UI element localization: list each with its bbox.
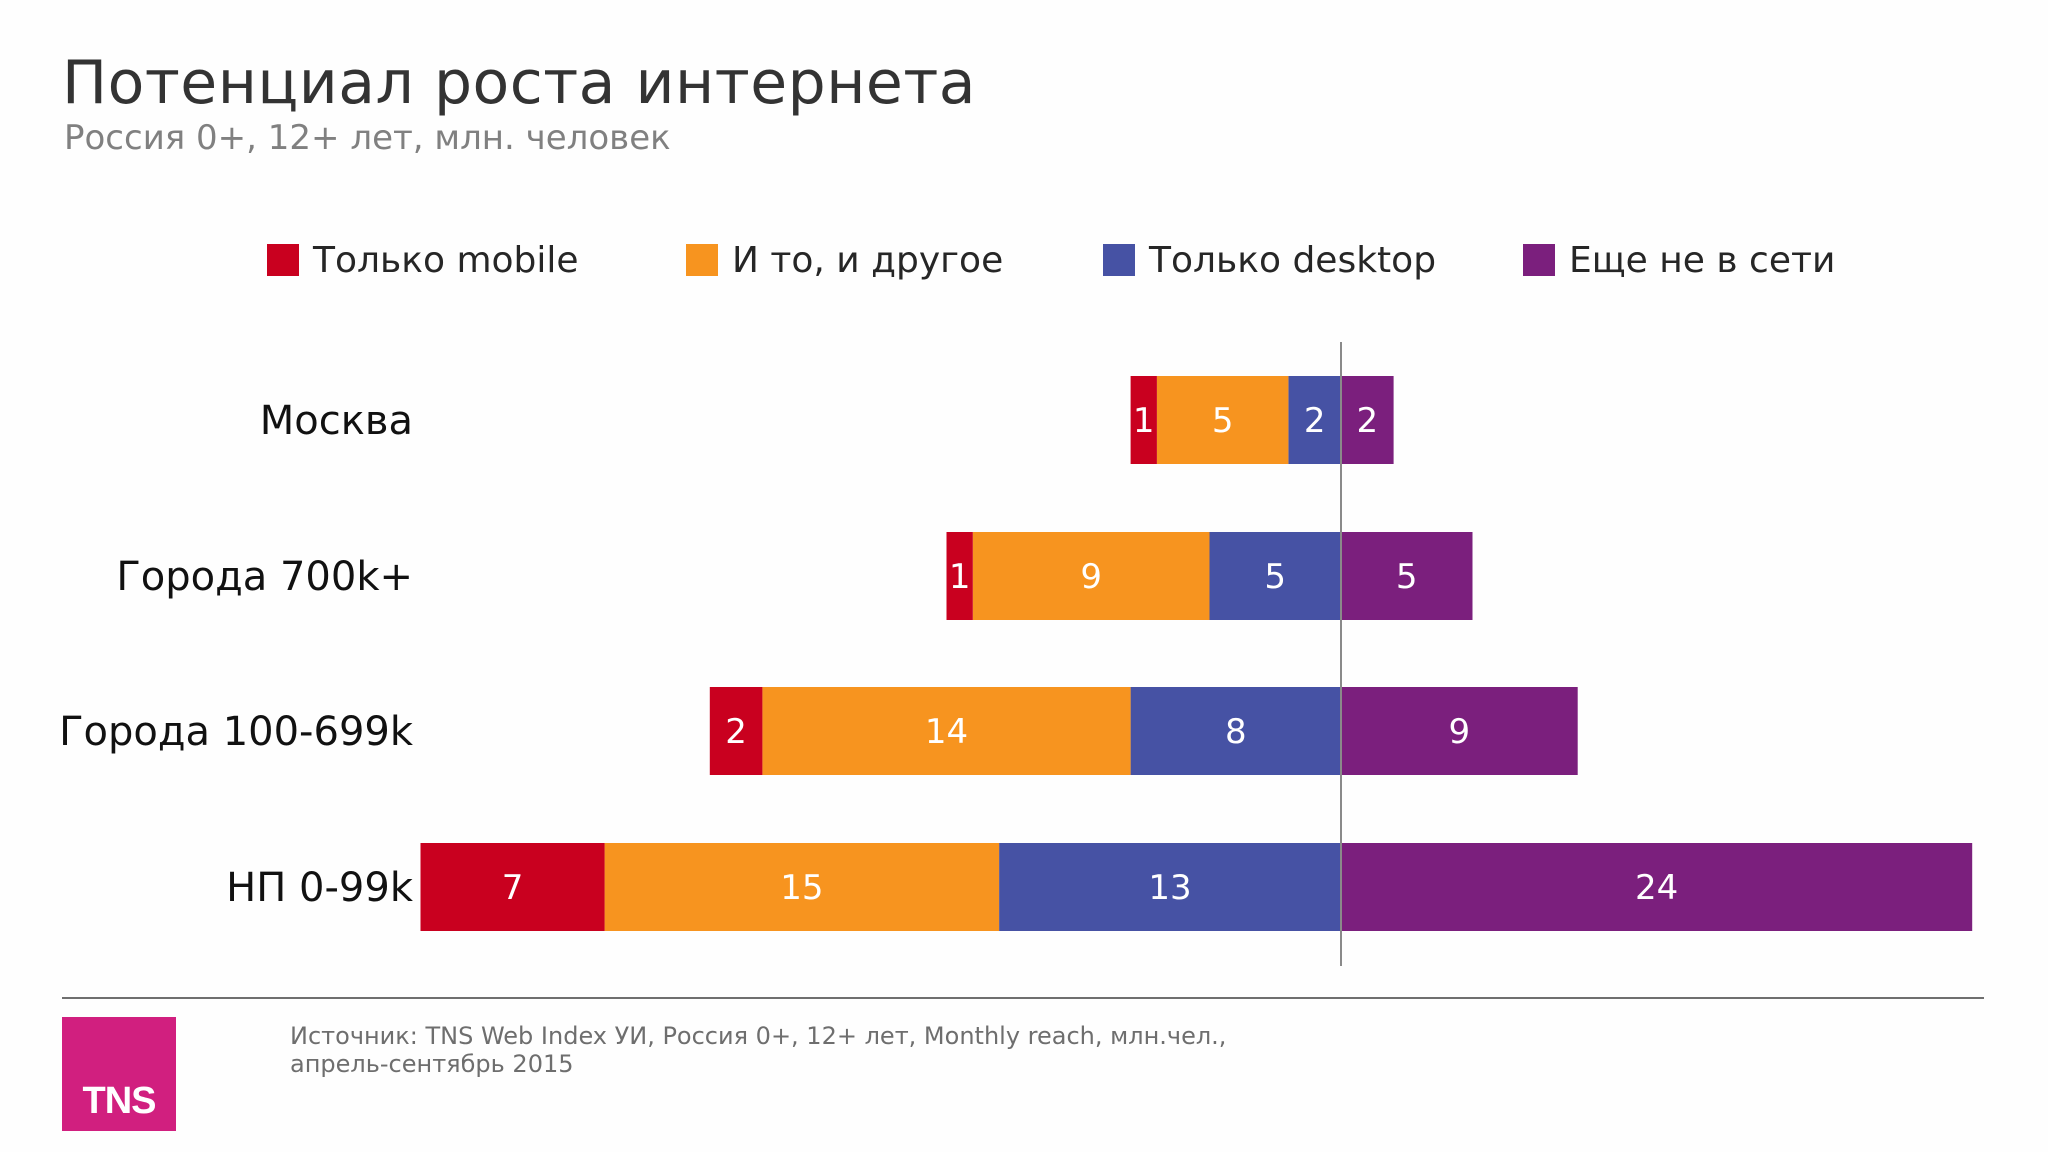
bar-segment-только-mobile	[709, 687, 763, 775]
bar-segment-только-mobile	[1130, 376, 1157, 464]
bar-segment-только-desktop	[999, 843, 1341, 931]
logo-text: TNS	[82, 1080, 157, 1122]
source-line: Источник: TNS Web Index УИ, Россия 0+, 1…	[290, 1022, 1227, 1050]
data-label: 1	[949, 557, 971, 597]
legend-item-mobile-only: Только mobile	[267, 238, 579, 282]
bar-segment-только-desktop	[1130, 687, 1341, 775]
bar-segment-еще-не-в-сети	[1341, 843, 1973, 931]
data-label: 5	[1396, 557, 1418, 597]
legend-swatch-offline	[1523, 244, 1555, 276]
data-label: 14	[925, 712, 968, 752]
legend-swatch-both	[686, 244, 718, 276]
bar-segment-еще-не-в-сети	[1341, 376, 1394, 464]
legend-label: Только mobile	[313, 239, 579, 281]
bar-segment-и-то-и-другое	[972, 532, 1210, 620]
data-label: 1	[1133, 401, 1155, 441]
data-label: 7	[502, 868, 524, 908]
category-label: Города 100-699k	[59, 709, 414, 755]
data-label: 8	[1225, 712, 1247, 752]
page-title: Потенциал роста интернета	[62, 48, 977, 118]
legend-item-desktop-only: Только desktop	[1103, 238, 1436, 282]
data-label: 24	[1635, 868, 1678, 908]
source-note: Источник: TNS Web Index УИ, Россия 0+, 1…	[290, 1022, 1226, 1078]
legend-label: Только desktop	[1149, 239, 1437, 281]
category-label: НП 0-99k	[226, 865, 414, 911]
bar-segment-и-то-и-другое	[1156, 376, 1289, 464]
tns-logo: TNS	[62, 1017, 176, 1131]
legend-label: И то, и другое	[732, 239, 1004, 281]
data-label: 5	[1264, 557, 1286, 597]
category-label: Города 700k+	[116, 554, 413, 600]
data-label: 2	[725, 712, 747, 752]
bar-segment-и-то-и-другое	[762, 687, 1131, 775]
bar-segment-только-desktop	[1288, 376, 1341, 464]
legend-label: Еще не в сети	[1569, 239, 1836, 281]
legend-swatch-mobile-only	[267, 244, 299, 276]
bar-segment-только-mobile	[946, 532, 973, 620]
data-label: 2	[1356, 401, 1378, 441]
legend-swatch-desktop-only	[1103, 244, 1135, 276]
bar-segment-еще-не-в-сети	[1341, 532, 1473, 620]
source-line: апрель-сентябрь 2015	[290, 1050, 574, 1078]
legend-item-both: И то, и другое	[686, 238, 1003, 282]
bar-segment-и-то-и-другое	[604, 843, 1000, 931]
data-label: 9	[1080, 557, 1102, 597]
bar-segment-еще-не-в-сети	[1341, 687, 1578, 775]
legend-item-offline: Еще не в сети	[1523, 238, 1835, 282]
data-label: 5	[1212, 401, 1234, 441]
page-subtitle: Россия 0+, 12+ лет, млн. человек	[64, 118, 671, 158]
bar-segment-только-mobile	[420, 843, 605, 931]
data-label: 2	[1304, 401, 1326, 441]
category-label: Москва	[260, 398, 413, 444]
data-label: 9	[1449, 712, 1471, 752]
bar-segment-только-desktop	[1209, 532, 1341, 620]
data-label: 15	[780, 868, 823, 908]
footer-divider	[62, 997, 1984, 999]
data-label: 13	[1148, 868, 1191, 908]
